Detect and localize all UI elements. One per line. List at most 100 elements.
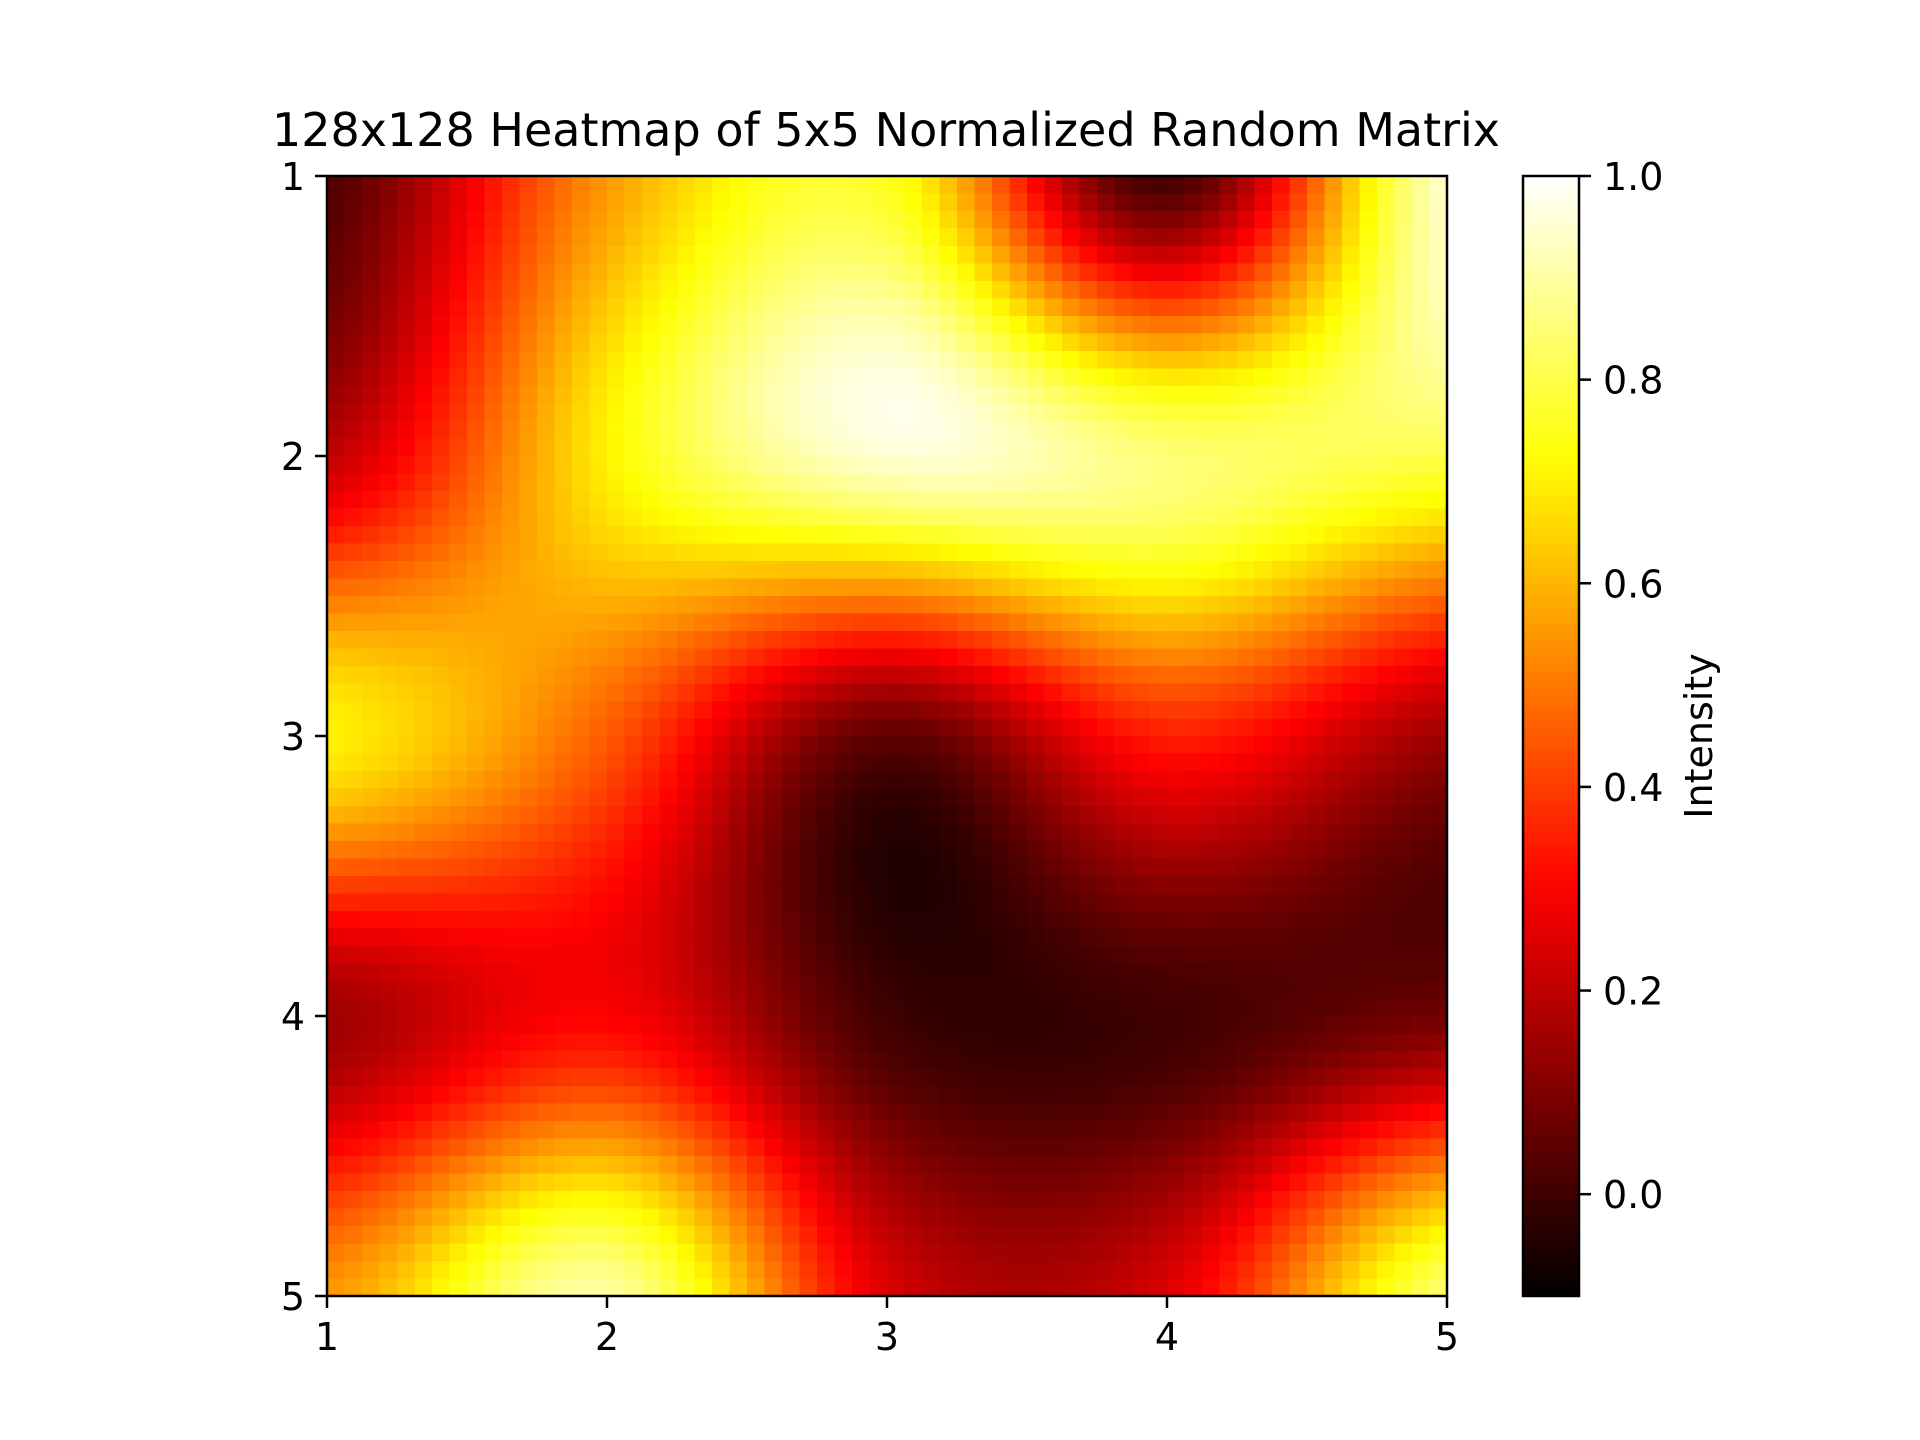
heatmap-cell [922, 1208, 941, 1227]
heatmap-cell [607, 613, 626, 632]
heatmap-cell [1219, 1138, 1238, 1157]
heatmap-cell [1289, 578, 1308, 597]
heatmap-cell [799, 981, 818, 1000]
heatmap-cell [1027, 386, 1046, 405]
heatmap-cell [1097, 648, 1116, 667]
heatmap-cell [1149, 438, 1168, 457]
heatmap-cell [1289, 1208, 1308, 1227]
heatmap-cell [1237, 211, 1256, 230]
heatmap-cell [1394, 753, 1413, 772]
heatmap-cell [992, 368, 1011, 387]
heatmap-cell [327, 1208, 346, 1227]
heatmap-cell [957, 281, 976, 300]
heatmap-cell [642, 1173, 661, 1192]
heatmap-cell [1097, 631, 1116, 650]
heatmap-cell [554, 1051, 573, 1070]
heatmap-cell [1184, 1278, 1203, 1297]
heatmap-cell [1202, 1208, 1221, 1227]
heatmap-cell [1219, 928, 1238, 947]
heatmap-cell [1097, 211, 1116, 230]
heatmap-cell [397, 946, 416, 965]
heatmap-cell [764, 421, 783, 440]
heatmap-cell [904, 858, 923, 877]
heatmap-cell [537, 701, 556, 720]
heatmap-cell [589, 596, 608, 615]
heatmap-cell [957, 403, 976, 422]
heatmap-cell [922, 858, 941, 877]
heatmap-cell [537, 981, 556, 1000]
heatmap-cell [1167, 1086, 1186, 1105]
heatmap-cell [922, 333, 941, 352]
heatmap-cell [922, 946, 941, 965]
heatmap-cell [554, 1016, 573, 1035]
heatmap-cell [1027, 1156, 1046, 1175]
heatmap-cell [747, 771, 766, 790]
heatmap-cell [887, 438, 906, 457]
heatmap-cell [1097, 1191, 1116, 1210]
heatmap-cell [379, 193, 398, 212]
heatmap-cell [764, 1138, 783, 1157]
heatmap-cell [974, 893, 993, 912]
heatmap-cell [414, 386, 433, 405]
heatmap-cell [1149, 893, 1168, 912]
heatmap-cell [1097, 176, 1116, 195]
heatmap-cell [589, 1121, 608, 1140]
heatmap-cell [449, 736, 468, 755]
heatmap-cell [782, 701, 801, 720]
heatmap-cell [764, 1086, 783, 1105]
heatmap-cell [624, 823, 643, 842]
heatmap-cell [992, 491, 1011, 510]
heatmap-cell [1079, 421, 1098, 440]
heatmap-cell [1412, 858, 1431, 877]
heatmap-cell [1324, 718, 1343, 737]
heatmap-cell [1307, 806, 1326, 825]
heatmap-cell [799, 928, 818, 947]
heatmap-cell [344, 806, 363, 825]
heatmap-cell [554, 806, 573, 825]
heatmap-cell [344, 911, 363, 930]
heatmap-cell [1412, 316, 1431, 335]
heatmap-cell [1342, 981, 1361, 1000]
heatmap-cell [974, 1243, 993, 1262]
heatmap-cell [484, 351, 503, 370]
heatmap-cell [904, 473, 923, 492]
heatmap-cell [1097, 403, 1116, 422]
heatmap-cell [1202, 1278, 1221, 1297]
heatmap-cell [782, 648, 801, 667]
heatmap-cell [887, 753, 906, 772]
heatmap-cell [432, 911, 451, 930]
heatmap-cell [467, 736, 486, 755]
heatmap-cell [519, 351, 538, 370]
heatmap-cell [1237, 911, 1256, 930]
heatmap-cell [379, 228, 398, 247]
heatmap-cell [327, 1278, 346, 1297]
heatmap-cell [344, 1121, 363, 1140]
heatmap-cell [414, 1033, 433, 1052]
heatmap-cell [1412, 1173, 1431, 1192]
heatmap-cell [1202, 858, 1221, 877]
heatmap-cell [1097, 753, 1116, 772]
heatmap-cell [1324, 613, 1343, 632]
heatmap-cell [869, 281, 888, 300]
heatmap-cell [484, 421, 503, 440]
heatmap-cell [1097, 928, 1116, 947]
heatmap-cell [869, 683, 888, 702]
heatmap-cell [1359, 631, 1378, 650]
heatmap-cell [1307, 246, 1326, 265]
heatmap-cell [484, 981, 503, 1000]
heatmap-cell [1359, 298, 1378, 317]
heatmap-cell [939, 823, 958, 842]
heatmap-cell [869, 456, 888, 475]
heatmap-cell [1027, 211, 1046, 230]
heatmap-cell [712, 456, 731, 475]
heatmap-cell [974, 1121, 993, 1140]
heatmap-cell [1394, 1103, 1413, 1122]
heatmap-cell [887, 893, 906, 912]
heatmap-cell [449, 526, 468, 545]
heatmap-cell [449, 491, 468, 510]
heatmap-cell [1097, 351, 1116, 370]
heatmap-cell [1254, 613, 1273, 632]
heatmap-cell [397, 666, 416, 685]
heatmap-cell [432, 1208, 451, 1227]
heatmap-cell [327, 316, 346, 335]
